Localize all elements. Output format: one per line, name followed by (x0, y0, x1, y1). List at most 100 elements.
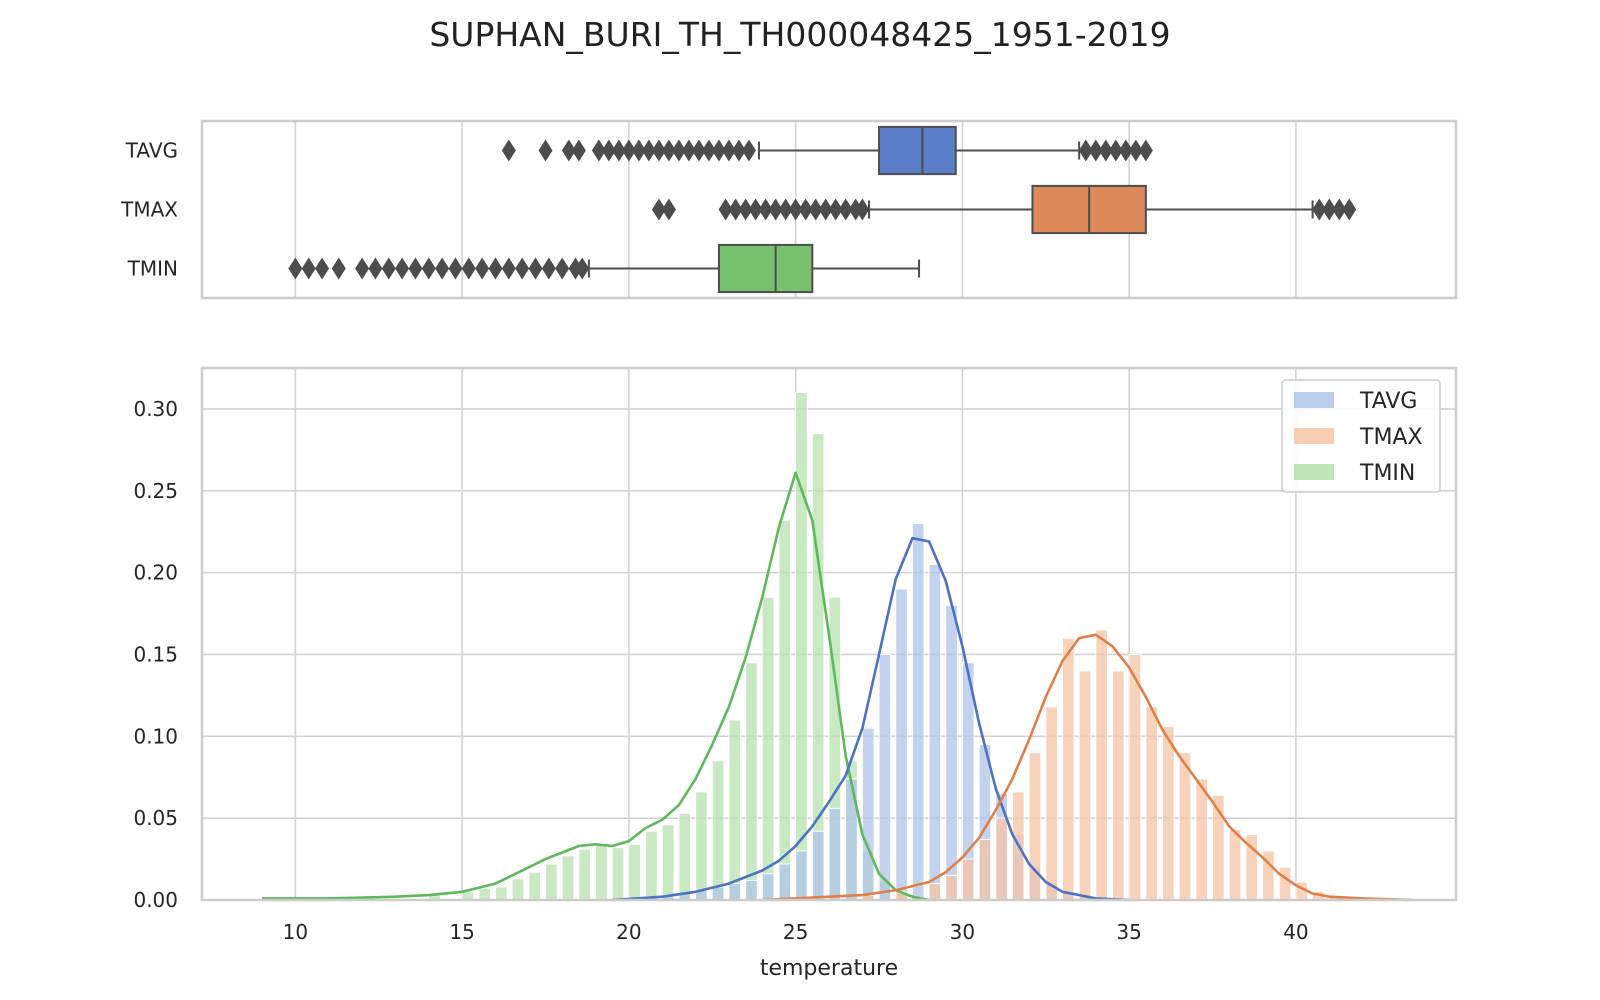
outlier-point (528, 257, 543, 280)
y-tick-label: 0.30 (133, 397, 178, 421)
hist-bar (961, 858, 975, 901)
hist-bar (761, 596, 775, 901)
hist-bar (878, 653, 892, 901)
legend-label: TMIN (1359, 461, 1415, 486)
histogram-panel: 0.00 0.05 0.10 0.15 0.20 0.25 0.30 10 15 20 25 30 35… (133, 366, 1458, 981)
x-axis-label: temperature (760, 956, 898, 981)
outlier-point (355, 257, 370, 280)
outlier-point (601, 139, 616, 162)
legend-label: TAVG (1359, 389, 1417, 414)
hist-bar (645, 830, 658, 901)
outlier-point (731, 139, 746, 162)
outlier-point (718, 198, 733, 221)
legend-swatch (1294, 428, 1334, 444)
outlier-point (758, 198, 773, 221)
hist-bar (778, 519, 792, 901)
hist-bar (1061, 637, 1075, 901)
outlier-point (1322, 198, 1337, 221)
hist-bar (1278, 866, 1292, 901)
hist-bar (861, 727, 875, 901)
x-tick-label: 40 (1283, 920, 1308, 944)
hist-bar (1028, 752, 1042, 901)
outlier-point (855, 198, 870, 221)
outlier-point (591, 139, 606, 162)
hist-bar (728, 883, 742, 901)
outlier-point (661, 139, 676, 162)
legend-swatch (1294, 392, 1334, 408)
hist-bar (695, 791, 708, 901)
hist-bar (595, 843, 608, 901)
hist-bar (511, 878, 525, 901)
outlier-point (1312, 198, 1327, 221)
hist-bar (795, 392, 808, 901)
outlier-point (631, 139, 646, 162)
legend-label: TMAX (1359, 425, 1423, 450)
outlier-point (541, 257, 556, 280)
x-tick-label: 20 (616, 920, 641, 944)
outlier-point (681, 139, 696, 162)
outlier-point (331, 257, 346, 280)
hist-bar (745, 879, 758, 901)
outlier-point (808, 198, 823, 221)
hist-bar (928, 563, 942, 901)
outlier-point (741, 139, 756, 162)
outlier-point (575, 257, 590, 280)
outlier-point (288, 257, 303, 280)
hist-bar (561, 855, 575, 901)
boxplot-category-label: TMAX (120, 198, 178, 222)
hist-bar (711, 760, 725, 901)
outlier-point (738, 198, 753, 221)
hist-bar (1111, 670, 1125, 901)
outlier-point (641, 139, 656, 162)
hist-bar (1045, 706, 1058, 901)
legend: TAVG TMAX TMIN (1281, 379, 1441, 493)
outlier-point (611, 139, 626, 162)
outlier-point (301, 257, 316, 280)
outlier-point (448, 257, 463, 280)
hist-bar (1095, 629, 1108, 901)
hist-bar (628, 843, 642, 901)
hist-bar (895, 588, 908, 901)
chart-title: SUPHAN_BURI_TH_TH000048425_1951-2019 (429, 15, 1170, 54)
outlier-point (408, 257, 423, 280)
x-tick-label: 35 (1116, 920, 1141, 944)
outlier-point (1128, 139, 1143, 162)
outlier-point (691, 139, 706, 162)
y-tick-label: 0.20 (133, 561, 178, 585)
hist-bar (711, 886, 725, 901)
hist-bar (945, 874, 958, 901)
outlier-point (798, 198, 813, 221)
outlier-point (1108, 139, 1123, 162)
y-tick-label: 0.00 (133, 888, 178, 912)
boxplot-category-label: TAVG (125, 139, 178, 163)
hist-bar (1195, 778, 1209, 901)
outlier-point (395, 257, 410, 280)
hist-bar (528, 871, 542, 901)
x-tick-label: 10 (283, 920, 308, 944)
outlier-point (515, 257, 530, 280)
hist-bar (795, 850, 808, 901)
hist-bar (778, 863, 792, 901)
hist-bar (811, 432, 825, 901)
outlier-point (381, 257, 396, 280)
hist-bar (661, 824, 675, 901)
hist-bar (761, 873, 775, 901)
outlier-point (461, 257, 476, 280)
outlier-point (778, 198, 793, 221)
hist-bar (945, 604, 958, 901)
kde-line-tmin (262, 471, 930, 902)
hist-bar (478, 888, 491, 901)
outlier-point (818, 198, 833, 221)
box-tmin (717, 243, 814, 294)
hist-bar (578, 848, 592, 901)
hist-bar (611, 847, 625, 901)
outlier-point (538, 139, 553, 162)
outlier-point (788, 198, 803, 221)
outlier-point (501, 139, 516, 162)
outlier-point (701, 139, 716, 162)
outlier-point (571, 139, 586, 162)
outlier-point (1088, 139, 1103, 162)
outlier-point (671, 139, 686, 162)
hist-bar (1228, 829, 1242, 901)
